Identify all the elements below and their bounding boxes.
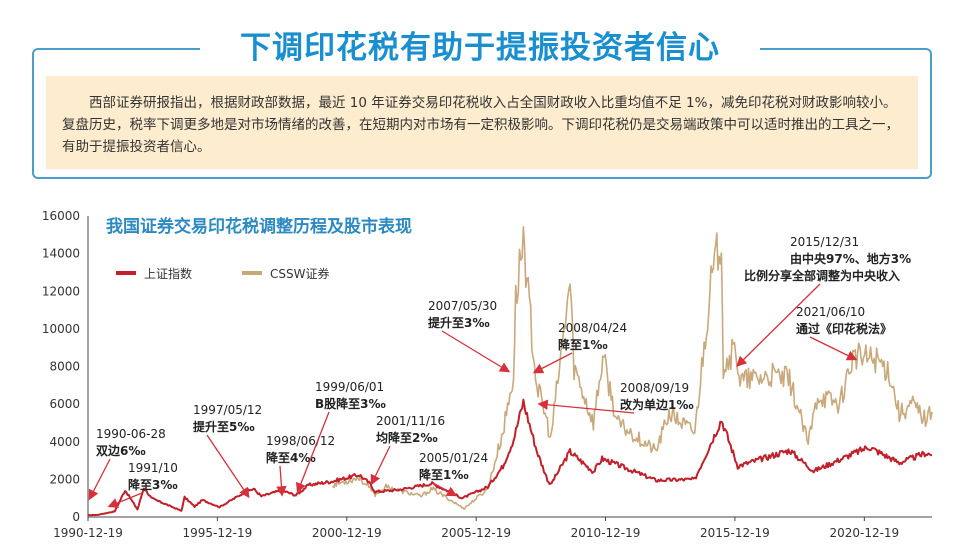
legend-label-cssw: CSSW证券 xyxy=(270,266,329,281)
y-tick-labels: 0 2000 4000 6000 8000 10000 12000 14000 16000 xyxy=(42,209,80,524)
annotation-label: 提升至3‰ xyxy=(428,315,490,330)
annotation-date: 1991/10 xyxy=(128,461,178,475)
annotation-date: 2008/04/24 xyxy=(558,321,627,335)
annotation-label: 降至1‰ xyxy=(419,467,469,482)
x-tick-labels: 1990-12-19 1995-12-19 2000-12-19 2005-12-19… xyxy=(53,517,899,540)
y-tick-label: 14000 xyxy=(42,247,80,261)
annotation-label: 通过《印花税法》 xyxy=(796,321,892,336)
legend: 上证指数 CSSW证券 xyxy=(116,266,329,281)
series-layer xyxy=(88,226,933,517)
annotation-label: 降至3‰ xyxy=(128,477,178,492)
summary-background: 西部证券研报指出，根据财政部数据，最近 10 年证券交易印花税收入占全国财政收入… xyxy=(46,76,918,169)
stamp-tax-chart: 我国证券交易印花税调整历程及股市表现 0 2000 4000 6000 8000 1000… xyxy=(42,209,933,540)
x-tick-label: 1995-12-19 xyxy=(182,526,252,540)
annotation-date: 2005/01/24 xyxy=(419,451,488,465)
annotation-arrow xyxy=(532,352,573,374)
annotation-arrow xyxy=(736,283,821,367)
annotation-arrow xyxy=(809,336,858,361)
annotation-label: 由中央97%、地方3% xyxy=(790,251,911,266)
annotation-arrow xyxy=(370,445,391,486)
annotation-label: B股降至3‰ xyxy=(315,396,386,411)
series-line-sse xyxy=(88,398,932,517)
annotation-arrow xyxy=(296,411,330,494)
y-tick-label: 4000 xyxy=(49,435,80,449)
annotation-date: 1998/06/12 xyxy=(266,434,335,448)
y-tick-label: 16000 xyxy=(42,209,80,223)
annotation-arrow xyxy=(107,492,143,508)
x-tick-label: 2020-12-19 xyxy=(829,526,899,540)
annotation-layer: 1990-06-28 双边6‰ 1991/10 降至3‰ 1997/05/12 提升至5‰… xyxy=(88,235,911,508)
annotation-date: 1990-06-28 xyxy=(96,427,166,441)
y-tick-label: 2000 xyxy=(49,472,80,486)
annotation-arrow xyxy=(537,399,635,414)
y-tick-label: 8000 xyxy=(49,360,80,374)
annotation-label-extra: 比例分享全部调整为中央收入 xyxy=(744,268,900,283)
x-tick-label: 2015-12-19 xyxy=(700,526,770,540)
annotation-date: 2001/11/16 xyxy=(376,414,445,428)
annotation-arrow xyxy=(432,482,458,497)
annotation-date: 2008/09/19 xyxy=(620,381,689,395)
annotation-label: 提升至5‰ xyxy=(193,419,255,434)
annotation-arrow xyxy=(276,465,287,497)
annotation-label: 降至4‰ xyxy=(266,450,316,465)
chart-title: 我国证券交易印花税调整历程及股市表现 xyxy=(106,216,412,237)
annotation-arrow xyxy=(441,330,511,373)
x-tick-label: 1990-12-19 xyxy=(53,526,123,540)
y-tick-label: 12000 xyxy=(42,284,80,298)
annotation-date: 2007/05/30 xyxy=(428,299,497,313)
annotation-date: 2021/06/10 xyxy=(796,305,865,319)
series-line-cssw xyxy=(331,226,933,510)
annotation-arrow xyxy=(88,458,111,501)
y-tick-label: 6000 xyxy=(49,397,80,411)
x-tick-label: 2010-12-19 xyxy=(571,526,641,540)
annotation-label: 均降至2‰ xyxy=(376,430,438,445)
x-tick-label: 2000-12-19 xyxy=(312,526,382,540)
annotation-date: 2015/12/31 xyxy=(790,235,859,249)
annotation-label: 双边6‰ xyxy=(96,443,146,458)
x-tick-label: 2005-12-19 xyxy=(441,526,511,540)
summary-text: 西部证券研报指出，根据财政部数据，最近 10 年证券交易印花税收入占全国财政收入… xyxy=(62,95,899,155)
headline: 下调印花税有助于提振投资者信心 xyxy=(200,24,760,72)
annotation-label: 改为单边1‰ xyxy=(620,397,694,412)
annotation-date: 1997/05/12 xyxy=(193,403,262,417)
annotation-label: 降至1‰ xyxy=(558,337,608,352)
annotation-date: 1999/06/01 xyxy=(315,380,384,394)
y-tick-label: 10000 xyxy=(42,322,80,336)
legend-label-sse: 上证指数 xyxy=(144,266,192,281)
annotation-arrow xyxy=(206,434,250,499)
y-tick-label: 0 xyxy=(72,510,80,524)
